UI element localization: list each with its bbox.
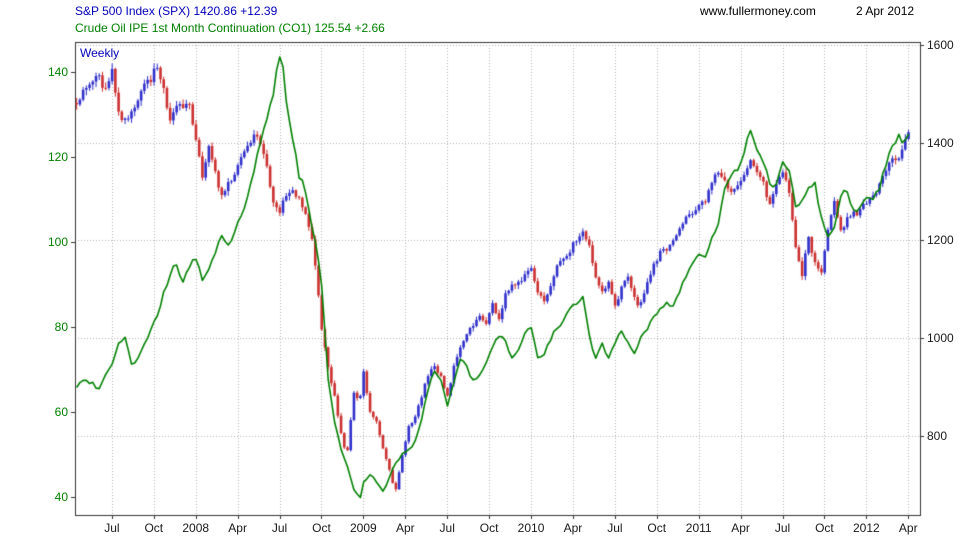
frequency-label: Weekly	[80, 46, 120, 60]
